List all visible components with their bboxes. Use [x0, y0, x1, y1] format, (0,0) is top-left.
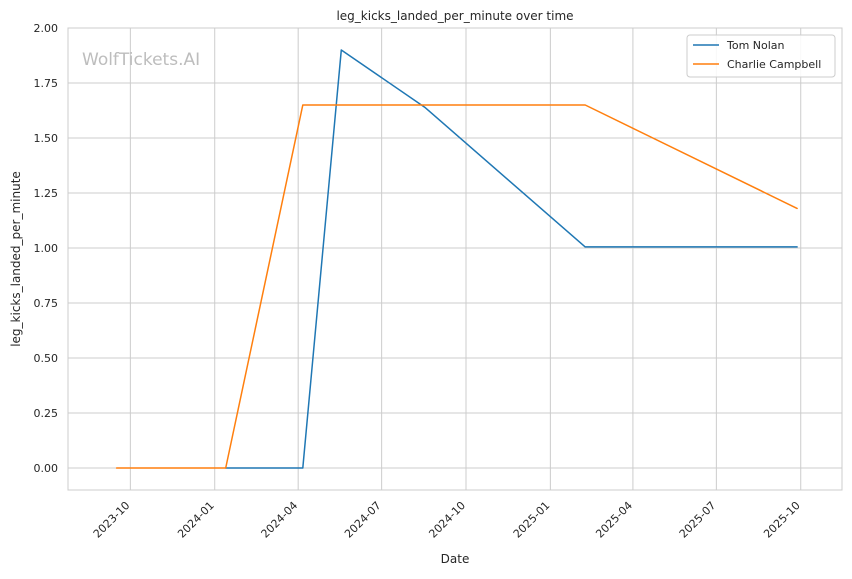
legend-box: [686, 34, 836, 78]
legend-label: Charlie Campbell: [727, 58, 821, 71]
y-tick-label: 1.75: [34, 77, 59, 90]
y-tick-label: 1.50: [34, 132, 59, 145]
y-tick-labels: 0.00 0.25 0.50 0.75 1.00 1.25 1.50 1.75 2.00: [34, 22, 59, 475]
legend: Tom Nolan Charlie Campbell: [686, 34, 836, 78]
grid: [68, 27, 842, 490]
x-axis-label: Date: [441, 552, 470, 566]
y-tick-label: 1.25: [34, 187, 59, 200]
y-tick-label: 0.25: [34, 407, 59, 420]
chart-title: leg_kicks_landed_per_minute over time: [336, 9, 573, 23]
legend-label: Tom Nolan: [726, 39, 785, 52]
series-line-0: [224, 49, 798, 469]
watermark: WolfTickets.AI: [82, 50, 200, 70]
y-axis-label: leg_kicks_landed_per_minute: [9, 171, 23, 347]
y-tick-label: 0.00: [34, 462, 59, 475]
y-tick-label: 0.50: [34, 352, 59, 365]
y-tick-label: 1.00: [34, 242, 59, 255]
plot-frame: [67, 27, 843, 491]
y-tick-label: 0.75: [34, 297, 59, 310]
series-lines: [115, 49, 798, 469]
series-line-1: [115, 104, 798, 469]
y-tick-label: 2.00: [34, 22, 59, 35]
